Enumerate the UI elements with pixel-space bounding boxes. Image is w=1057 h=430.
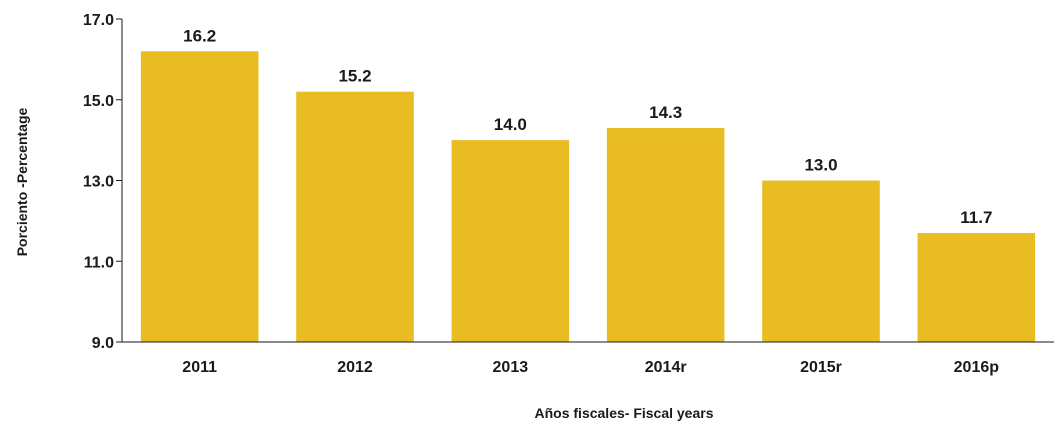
x-tick-label-2016p: 2016p <box>954 359 1000 376</box>
x-axis-title: Años fiscales- Fiscal years <box>535 405 714 421</box>
y-tick-label: 9.0 <box>92 335 114 352</box>
data-label-2015r: 13.0 <box>804 156 837 175</box>
data-label-2014r: 14.3 <box>649 103 682 122</box>
y-tick-label: 17.0 <box>83 12 114 29</box>
x-tick-label-2011: 2011 <box>182 359 217 376</box>
bars-group <box>140 51 1036 343</box>
data-label-2013: 14.0 <box>494 115 527 134</box>
bar-2013 <box>451 140 570 342</box>
bar-2011 <box>140 51 259 343</box>
bar-2014r <box>606 128 725 342</box>
data-label-2012: 15.2 <box>338 67 371 86</box>
bar-2016p <box>917 232 1036 342</box>
y-tick-label: 15.0 <box>83 93 114 110</box>
x-tick-label-2013: 2013 <box>493 359 529 376</box>
axes-group <box>121 19 1054 343</box>
bar-2015r <box>762 180 880 342</box>
y-axis-title: Porciento -Percentage <box>14 107 30 256</box>
bar-2012 <box>296 91 414 342</box>
value-labels-group: 16.2 15.2 14.0 14.3 13.0 11.7 <box>183 26 992 227</box>
data-label-2016p: 11.7 <box>960 208 992 227</box>
y-tick-label: 13.0 <box>83 174 114 191</box>
x-tick-label-2015r: 2015r <box>800 359 842 376</box>
y-tick-label: 11.0 <box>84 254 114 271</box>
data-label-2011: 16.2 <box>183 26 216 45</box>
y-ticks-group: 9.0 11.0 13.0 15.0 17.0 <box>83 12 122 352</box>
x-ticks-group: 2011 2012 2013 2014r 2015r 2016p <box>182 359 999 376</box>
x-tick-label-2014r: 2014r <box>645 359 687 376</box>
x-tick-label-2012: 2012 <box>337 359 373 376</box>
